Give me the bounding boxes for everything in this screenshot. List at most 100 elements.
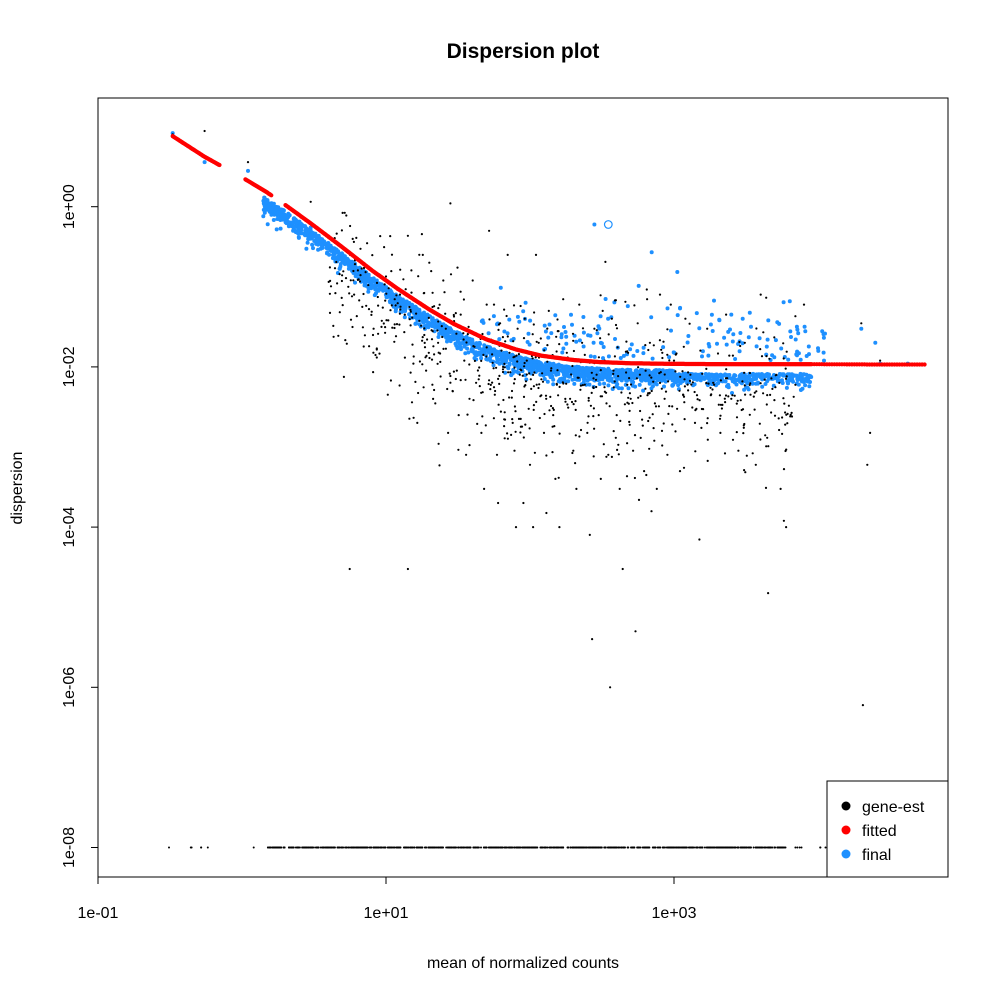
final-point-2013	[702, 376, 707, 381]
gene-est-point-533	[652, 427, 655, 430]
gene-est-point-1420	[350, 846, 353, 849]
gene-est-point-484	[683, 385, 687, 388]
gene-est-point-536	[701, 372, 704, 375]
final-point-1931	[732, 373, 737, 378]
gene-est-point-800	[624, 300, 627, 303]
gene-est-point-56	[629, 383, 633, 386]
gene-est-point-537	[688, 379, 692, 382]
gene-est-point-313	[385, 292, 388, 295]
final-point-1485	[336, 249, 341, 254]
gene-est-point-220	[389, 235, 392, 238]
final-point-2164	[737, 349, 742, 354]
gene-est-point-226	[329, 285, 333, 288]
gene-est-point-642	[748, 413, 751, 416]
gene-est-point-62	[485, 355, 488, 358]
gene-est-point-1544	[745, 846, 748, 849]
gene-est-point-588	[344, 277, 348, 280]
gene-est-point-1424	[266, 846, 269, 849]
final-point-1402	[361, 277, 366, 281]
gene-est-point-137	[566, 403, 569, 406]
final-point-2189	[822, 358, 826, 363]
final-point-1955	[718, 372, 723, 377]
final-point-2137	[549, 331, 554, 336]
final-point-2011	[723, 372, 728, 377]
gene-est-point-299	[787, 404, 791, 407]
gene-est-point-743	[488, 229, 491, 232]
final-point-2082	[700, 349, 705, 354]
gene-est-point-1117	[703, 846, 706, 849]
gene-est-point-152	[375, 281, 379, 284]
gene-est-point-674	[516, 360, 519, 363]
gene-est-point-1605	[296, 846, 299, 849]
gene-est-point-447	[396, 302, 399, 305]
gene-est-point-401	[421, 339, 424, 342]
final-point-2173	[669, 328, 673, 333]
gene-est-point-731	[455, 369, 458, 372]
gene-est-point-491	[620, 391, 623, 394]
gene-est-point-723	[434, 402, 437, 405]
gene-est-point-1450	[760, 846, 763, 849]
final-point-391	[507, 361, 512, 366]
gene-est-point-747	[497, 501, 500, 505]
gene-est-point-213	[404, 288, 407, 291]
final-point-2169	[543, 329, 548, 334]
gene-est-point-274	[506, 432, 509, 435]
gene-est-point-493	[745, 454, 748, 457]
gene-est-point-657	[341, 304, 344, 307]
gene-est-point-1568	[653, 846, 656, 849]
gene-est-point-374	[427, 316, 430, 319]
final-point-691	[572, 381, 577, 386]
gene-est-point-371	[775, 373, 778, 376]
final-point-1280	[466, 350, 471, 355]
gene-est-point-506	[338, 273, 341, 276]
gene-est-point-737	[471, 279, 474, 282]
gene-est-point-904	[480, 846, 482, 849]
gene-est-point-479	[652, 344, 655, 347]
gene-est-point-16	[444, 347, 447, 350]
gene-est-point-350	[409, 324, 412, 327]
final-point-2058	[712, 298, 716, 303]
gene-est-point-154	[336, 282, 339, 285]
gene-est-point-748	[499, 322, 502, 325]
gene-est-point-1573	[368, 846, 371, 849]
final-point-1397	[567, 365, 572, 370]
gene-est-point-1707	[521, 846, 524, 849]
gene-est-point-834	[754, 463, 757, 466]
gene-est-point-813	[655, 487, 658, 490]
gene-est-point-736	[468, 397, 471, 400]
gene-est-point-153	[423, 333, 426, 337]
gene-est-point-779	[575, 487, 578, 490]
gene-est-point-428	[417, 275, 420, 278]
final-point-2014	[698, 378, 703, 383]
final-point-1648	[416, 316, 421, 321]
gene-est-point-710	[386, 393, 389, 396]
gene-est-point-443	[592, 407, 596, 410]
gene-est-point-244	[784, 411, 787, 414]
gene-est-point-1687	[306, 846, 309, 849]
gene-est-point-222	[706, 422, 709, 425]
gene-est-point-59	[412, 355, 415, 358]
gene-est-point-40	[438, 303, 441, 306]
gene-est-point-397	[418, 360, 421, 363]
gene-est-point-1732	[668, 846, 671, 849]
gene-est-point-1662	[736, 846, 739, 849]
gene-est-point-351	[515, 354, 518, 357]
final-point-1646	[532, 359, 537, 364]
final-point-2128	[796, 351, 801, 356]
final-point-2177	[631, 353, 636, 358]
final-point-1426	[347, 265, 352, 270]
gene-est-point-507	[674, 430, 677, 433]
gene-est-point-105	[500, 349, 503, 352]
gene-est-point-509	[763, 378, 766, 381]
final-point-1201	[342, 254, 347, 259]
gene-est-point-316	[662, 340, 665, 343]
gene-est-point-330	[439, 375, 442, 378]
gene-est-point-278	[662, 422, 665, 425]
final-point-762	[296, 231, 301, 236]
gene-est-point-379	[380, 325, 383, 328]
final-point-1663	[311, 234, 316, 239]
gene-est-point-1743	[315, 846, 318, 849]
gene-est-point-566	[782, 397, 785, 400]
gene-est-point-542	[411, 316, 414, 319]
gene-est-point-297	[519, 417, 522, 420]
